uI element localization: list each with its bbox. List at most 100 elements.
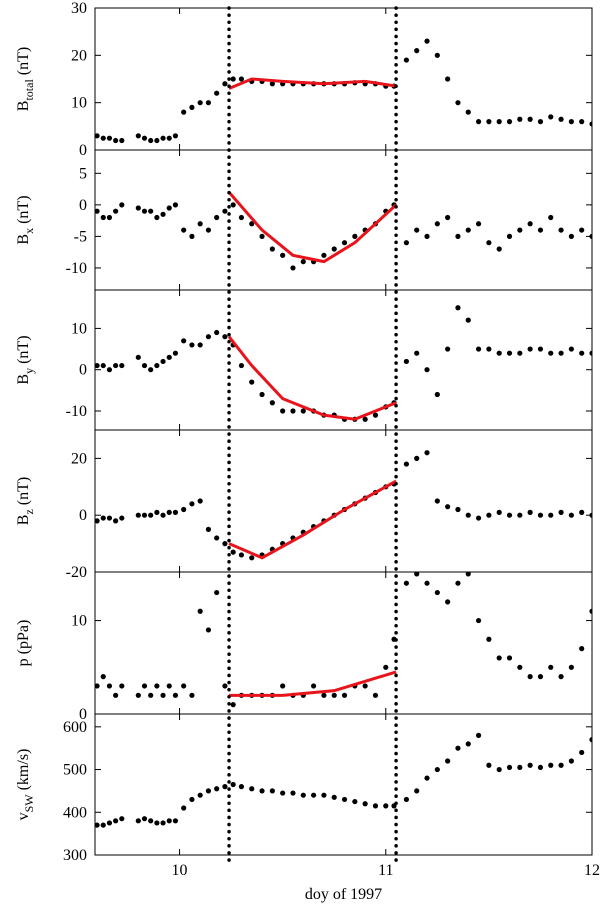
label-sub: z [22,509,36,514]
data-point [238,362,245,369]
data-point [465,227,471,233]
data-point [166,683,172,689]
data-point [537,764,544,771]
data-point [558,509,564,515]
data-point [475,119,482,125]
y-axis-label: p (pPa) [15,620,32,667]
data-point [568,664,574,670]
data-point [465,741,471,747]
data-point [119,137,125,144]
data-point [113,137,119,144]
data-point [135,133,141,139]
data-point [537,512,544,518]
data-point [106,135,113,141]
data-point [506,119,513,125]
data-point [113,518,119,524]
data-point [181,805,187,811]
data-point [160,692,166,698]
data-point [189,342,195,348]
fit-curve [228,479,397,560]
fit-curve [228,77,397,90]
data-point [403,461,409,467]
data-point [280,408,286,414]
label-main: B [15,515,32,526]
data-point [568,512,574,518]
data-point [222,81,228,87]
data-point [113,692,119,698]
data-point [414,350,420,356]
data-point [475,515,482,521]
data-point [280,790,286,796]
data-point [517,664,523,670]
data-point [181,338,187,344]
data-point [141,816,148,822]
data-point [135,205,141,211]
data-point [414,227,420,233]
plot-area [95,450,592,561]
data-point [321,792,327,798]
data-point [230,549,236,555]
y-tick-label: 20 [71,47,87,64]
data-point [486,512,492,518]
label-unit: (km/s) [15,749,32,791]
fit-curve [227,335,397,421]
data-point [135,354,141,360]
data-point [486,346,492,352]
data-point [445,504,451,510]
data-point [259,233,265,239]
data-point [106,820,113,826]
data-point [95,683,100,689]
data-point [424,580,430,586]
data-point [280,683,286,689]
label-unit: (nT) [15,335,32,363]
data-point [579,509,585,515]
data-point [548,762,554,768]
data-point [205,627,212,633]
data-point [455,305,461,311]
data-point [106,515,113,521]
data-point [321,692,327,698]
data-point [259,391,265,398]
data-point [100,822,106,828]
data-point [119,202,125,208]
data-point [310,683,317,689]
data-point [579,646,585,652]
data-point [300,259,306,265]
data-point [135,818,141,824]
data-point [269,246,275,252]
data-point [205,227,212,233]
label-sub: SW [22,794,36,813]
data-point [197,792,203,798]
data-point [160,820,166,826]
panel-frame [94,713,593,856]
data-point [290,408,296,414]
y-tick-label: 400 [63,804,87,821]
data-point [141,208,148,214]
data-point [100,515,106,521]
data-point [475,346,482,352]
data-point [154,362,160,369]
panel-frame [94,429,593,573]
data-point [579,227,585,233]
data-point [579,119,585,125]
data-point [341,240,348,246]
y-axis-label: Bz (nT) [15,477,36,525]
data-point [135,692,141,698]
data-point [445,346,451,352]
data-point [558,762,564,768]
data-point [506,655,513,661]
fit-curve [229,670,397,697]
data-point [119,515,125,521]
data-point [222,334,228,340]
data-point [341,692,348,698]
data-point [568,233,574,239]
data-point [568,119,574,125]
label-unit: (nT) [15,477,32,505]
data-point [527,762,533,768]
data-point [434,52,440,58]
data-point [455,100,461,106]
data-point [558,350,564,356]
data-point [455,506,461,513]
data-point [189,796,195,803]
data-point [214,786,220,792]
